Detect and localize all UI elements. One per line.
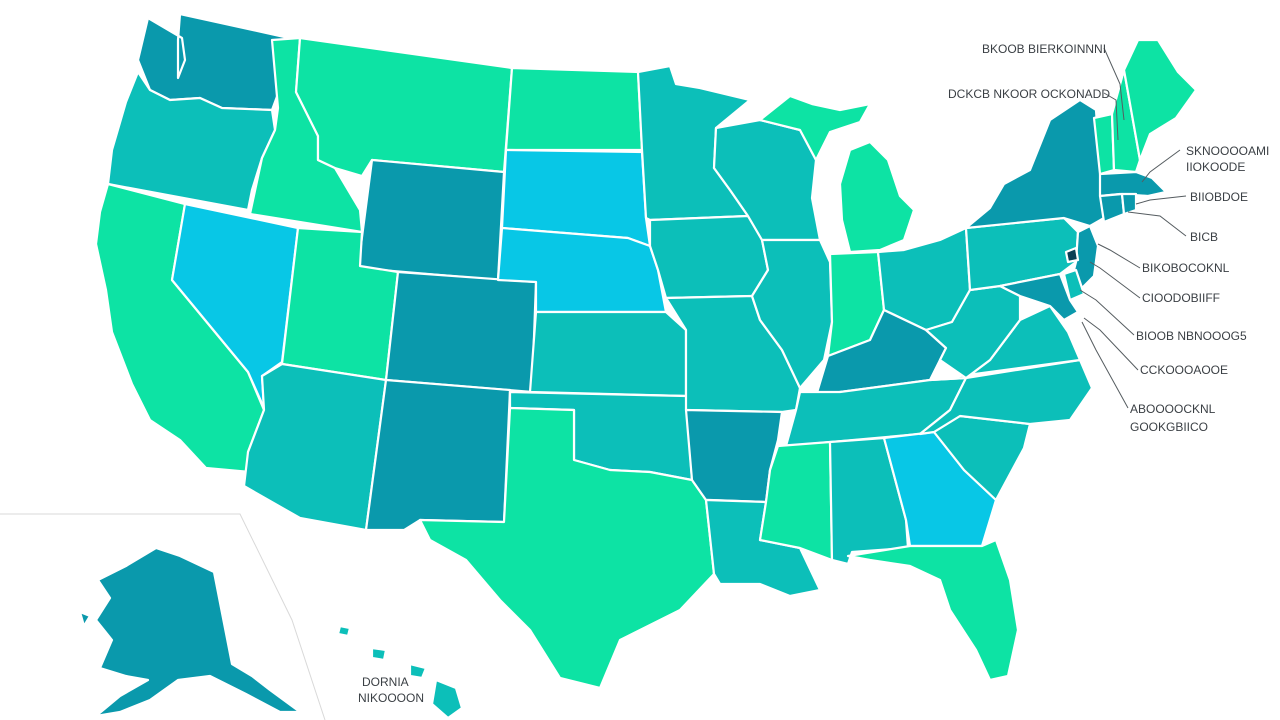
state-WY[interactable]	[356, 158, 506, 282]
state-CT[interactable]	[1098, 192, 1126, 224]
callout-label-8: BIOOB NBNOOOG5	[1136, 329, 1247, 343]
inset-label-line1: DORNIA	[362, 675, 409, 689]
state-MI-upper[interactable]	[758, 94, 872, 162]
state-AK[interactable]	[94, 546, 302, 718]
state-TX[interactable]	[418, 406, 716, 690]
callout-label-7: CIOODOBIIFF	[1142, 291, 1220, 305]
state-HI-oahu[interactable]	[370, 646, 388, 662]
state-PA[interactable]	[964, 216, 1080, 292]
state-MT[interactable]	[294, 36, 514, 178]
state-NC[interactable]	[918, 358, 1094, 436]
state-NY[interactable]	[964, 98, 1106, 230]
callout-labels: BKOOB BIERKOINNNI DCKCB NKOOR OCKONADD S…	[948, 42, 1269, 434]
callout-label-9: CCKOOOAOOE	[1140, 363, 1228, 377]
inset-frame	[0, 513, 326, 720]
state-HI-kauai[interactable]	[336, 624, 352, 638]
state-DE[interactable]	[1062, 268, 1086, 302]
state-HI-maui[interactable]	[408, 662, 428, 680]
state-NH[interactable]	[1110, 68, 1142, 174]
callout-label-1: BKOOB BIERKOINNNI	[982, 42, 1106, 56]
state-DC[interactable]	[1064, 246, 1080, 264]
callout-label-2: DCKCB NKOOR OCKONADD	[948, 87, 1110, 101]
state-KS[interactable]	[528, 310, 688, 398]
callout-label-4: BIIOBDOE	[1190, 190, 1248, 204]
callout-label-10a: ABOOOOCKNL	[1130, 402, 1216, 416]
callout-label-5: BICB	[1190, 230, 1218, 244]
state-NM[interactable]	[364, 378, 512, 532]
state-ME[interactable]	[1122, 38, 1198, 162]
state-RI[interactable]	[1120, 192, 1138, 216]
inset-label-line2: NIKOOOON	[358, 691, 424, 705]
callout-label-6: BIKOBOCOKNL	[1142, 261, 1230, 275]
state-MA[interactable]	[1098, 170, 1168, 198]
callout-label-3b: IIOKOODE	[1186, 160, 1245, 174]
state-FL[interactable]	[846, 538, 1020, 682]
state-ND[interactable]	[504, 66, 644, 152]
state-AK-island[interactable]	[78, 610, 92, 628]
state-IL[interactable]	[750, 238, 834, 390]
state-MD[interactable]	[998, 272, 1080, 322]
state-IA[interactable]	[648, 214, 770, 300]
callout-label-3a: SKNOOOOAMI	[1186, 144, 1269, 158]
callout-label-10b: GOOKGBIICO	[1130, 420, 1208, 434]
state-CO[interactable]	[384, 270, 538, 394]
state-MI[interactable]	[838, 140, 916, 254]
state-HI-big[interactable]	[430, 678, 464, 720]
callout-leaders	[1079, 47, 1187, 409]
state-NJ[interactable]	[1072, 224, 1100, 290]
state-AZ[interactable]	[242, 362, 388, 532]
